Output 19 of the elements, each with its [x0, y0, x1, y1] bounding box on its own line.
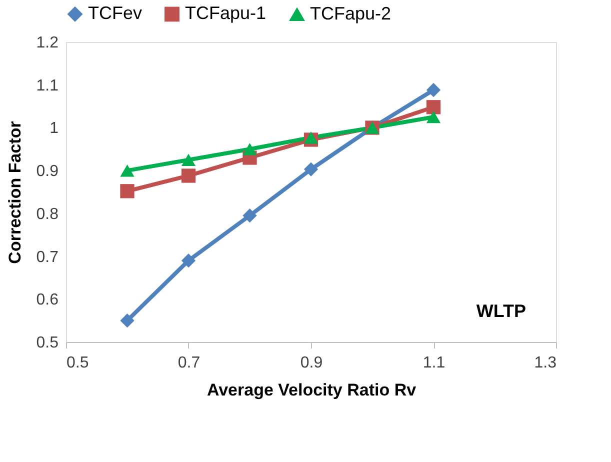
x-tick-label: 0.9 — [300, 354, 323, 372]
x-axis-title: Average Velocity Ratio Rv — [206, 380, 417, 400]
y-tick-label: 0.5 — [36, 334, 59, 352]
legend-label: TCFapu-1 — [185, 3, 266, 24]
y-tick-label: 0.9 — [36, 163, 59, 180]
y-tick-label: 1.2 — [36, 34, 59, 52]
y-tick-label: 0.7 — [36, 248, 59, 266]
x-tick-label: 1.1 — [422, 354, 446, 372]
legend-label: TCFapu-2 — [310, 4, 392, 24]
x-tick-label: 1.3 — [534, 354, 557, 372]
y-tick-label: 1.1 — [36, 77, 59, 94]
annotation: WLTP — [476, 301, 526, 321]
y-tick-label: 0.6 — [36, 292, 59, 309]
y-axis-title: Correction Factor — [5, 120, 24, 264]
y-tick-label: 1 — [50, 120, 59, 138]
y-tick-label: 0.8 — [36, 206, 59, 223]
x-tick-label: 0.5 — [66, 354, 89, 372]
legend-label: TCFev — [88, 3, 142, 24]
x-tick-label: 0.7 — [178, 354, 200, 372]
